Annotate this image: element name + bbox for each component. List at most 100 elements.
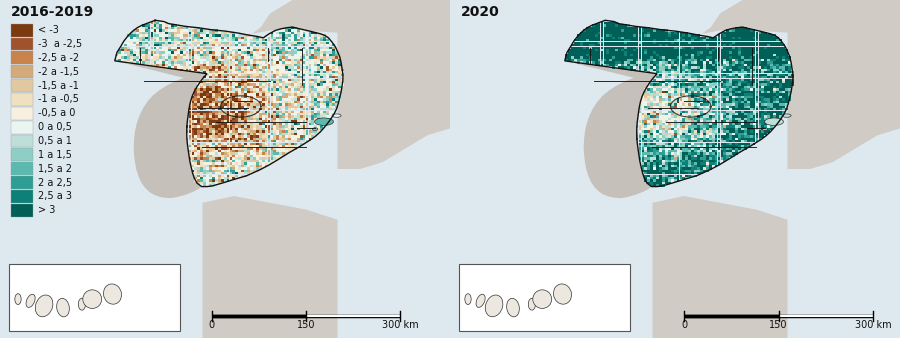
Bar <box>259 128 262 130</box>
Bar <box>238 116 241 118</box>
Bar <box>265 125 267 128</box>
Bar <box>677 88 680 91</box>
Bar <box>715 116 717 118</box>
Bar <box>168 66 171 69</box>
Bar <box>159 61 162 64</box>
Bar <box>166 66 168 69</box>
Bar <box>659 120 662 123</box>
Bar <box>192 150 194 152</box>
Bar <box>218 86 220 88</box>
Bar <box>318 116 320 118</box>
Bar <box>691 108 694 111</box>
Bar <box>318 108 320 111</box>
Bar <box>735 64 738 66</box>
Bar <box>288 47 291 49</box>
Bar <box>232 170 235 172</box>
Bar <box>761 81 764 83</box>
Bar <box>291 37 293 39</box>
Bar <box>230 108 232 111</box>
Bar <box>271 123 274 125</box>
Bar <box>291 125 293 128</box>
Bar <box>700 125 703 128</box>
Bar <box>686 69 688 71</box>
Bar <box>283 140 285 142</box>
Bar <box>253 39 256 42</box>
Bar <box>133 29 136 32</box>
Bar <box>288 96 291 98</box>
Bar <box>691 74 694 76</box>
Bar <box>659 140 662 142</box>
Bar <box>302 93 305 96</box>
Bar <box>189 135 192 138</box>
Bar <box>194 56 197 59</box>
Bar <box>686 167 688 170</box>
Bar <box>703 59 706 61</box>
Bar <box>320 64 323 66</box>
Bar <box>279 133 282 135</box>
Bar <box>177 37 180 39</box>
Bar <box>686 125 688 128</box>
Bar <box>698 44 700 46</box>
Bar <box>326 78 328 81</box>
Bar <box>677 130 680 132</box>
Bar <box>733 37 735 39</box>
Bar <box>201 103 203 105</box>
Bar <box>569 49 572 51</box>
Bar <box>189 47 192 49</box>
Bar <box>768 78 770 81</box>
Bar <box>644 145 647 147</box>
Bar <box>574 47 577 49</box>
Bar <box>262 42 265 44</box>
Bar <box>686 42 688 44</box>
Bar <box>259 64 262 66</box>
Bar <box>323 86 326 88</box>
Bar <box>662 128 665 130</box>
Bar <box>248 37 250 39</box>
Bar <box>218 59 220 61</box>
Bar <box>271 116 274 118</box>
Bar <box>729 96 732 98</box>
Bar <box>729 140 732 142</box>
Bar <box>604 39 607 42</box>
Bar <box>647 32 650 34</box>
Bar <box>168 32 171 34</box>
Bar <box>318 128 320 130</box>
Bar <box>203 160 206 162</box>
Bar <box>285 101 288 103</box>
Bar <box>124 42 127 44</box>
Bar <box>183 59 185 61</box>
Bar <box>764 56 767 59</box>
Bar <box>253 91 256 93</box>
Bar <box>616 56 618 59</box>
Bar <box>776 81 778 83</box>
Bar <box>651 116 653 118</box>
Bar <box>674 44 677 46</box>
Bar <box>236 130 238 132</box>
Bar <box>274 96 276 98</box>
Bar <box>682 111 685 113</box>
Bar <box>633 59 635 61</box>
Bar <box>136 54 139 56</box>
Bar <box>694 147 697 150</box>
Bar <box>297 125 300 128</box>
Bar <box>761 66 764 69</box>
Bar <box>297 61 300 64</box>
Bar <box>212 177 215 179</box>
Bar <box>773 125 776 128</box>
Bar <box>698 140 700 142</box>
Bar <box>259 152 262 155</box>
Bar <box>630 32 633 34</box>
Bar <box>706 130 708 132</box>
Bar <box>682 66 685 69</box>
Bar <box>294 64 297 66</box>
Bar <box>236 47 238 49</box>
Bar <box>256 49 258 51</box>
Bar <box>656 120 659 123</box>
Bar <box>262 120 265 123</box>
Bar <box>761 105 764 108</box>
Bar <box>291 69 293 71</box>
Bar <box>306 103 309 105</box>
Bar <box>735 130 738 132</box>
Bar <box>756 42 759 44</box>
Bar <box>288 32 291 34</box>
